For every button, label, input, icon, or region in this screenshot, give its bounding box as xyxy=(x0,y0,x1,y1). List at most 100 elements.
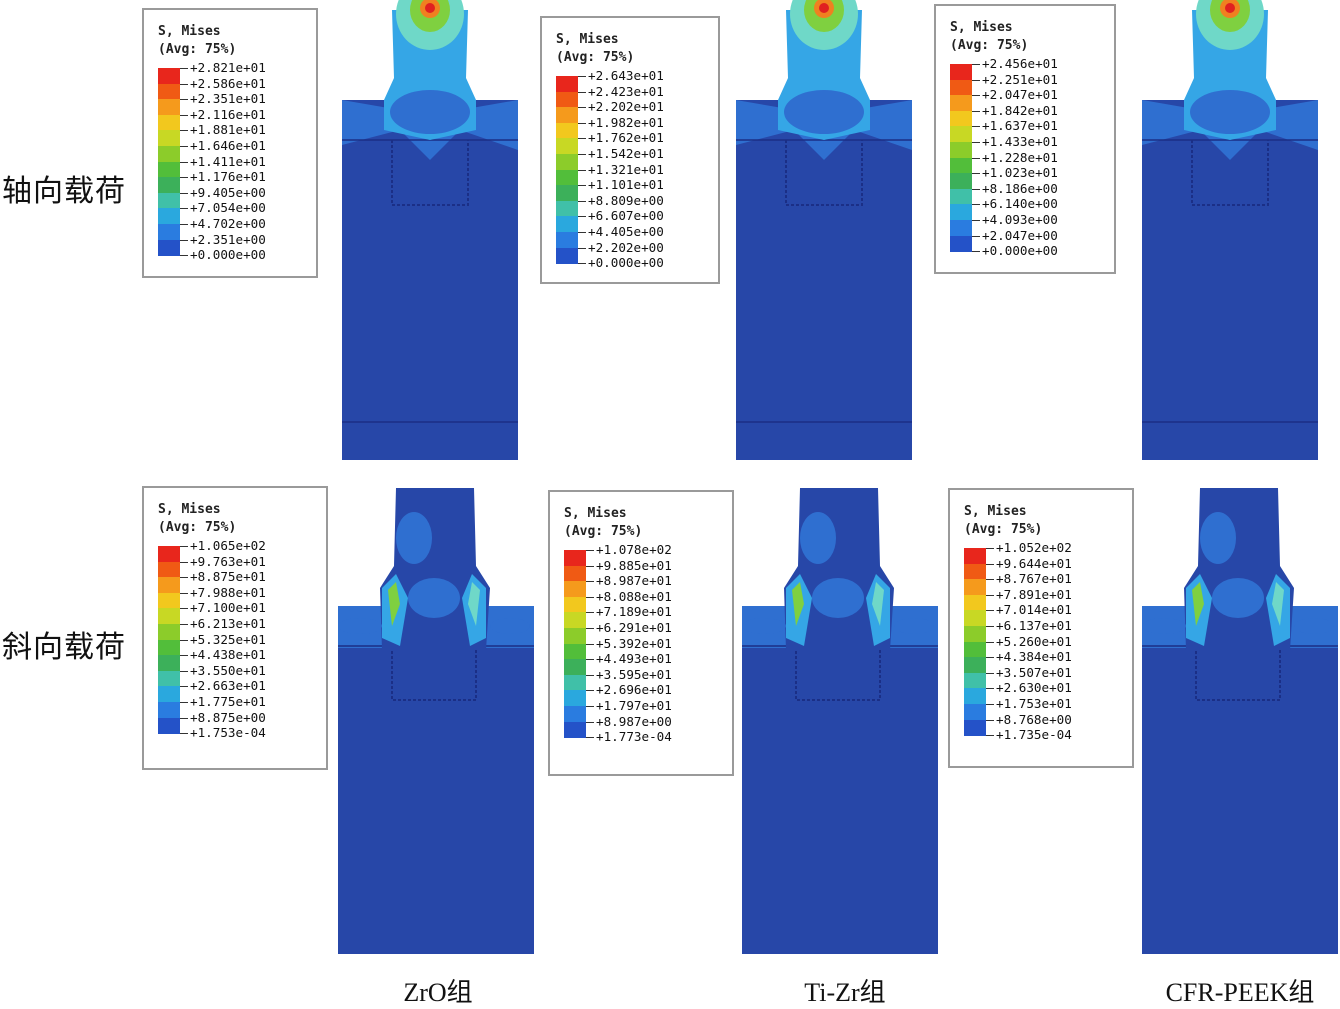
column-label-tizr: Ti-Zr组 xyxy=(804,978,886,1007)
legend-color-swatch xyxy=(564,550,586,567)
legend-tick xyxy=(586,674,594,676)
legend-value: +0.000e+00 xyxy=(588,255,664,271)
legend-value: +4.093e+00 xyxy=(982,212,1058,227)
legend-tick xyxy=(586,659,594,661)
legend-color-swatch xyxy=(556,200,578,217)
legend-value: +1.762e+01 xyxy=(588,130,664,146)
legend-tick xyxy=(578,91,586,93)
legend-tick xyxy=(180,114,188,116)
legend-tick xyxy=(578,247,586,249)
legend-tick xyxy=(986,641,994,643)
legend-tick xyxy=(180,702,188,703)
legend-value: +8.809e+00 xyxy=(588,192,664,208)
legend-value: +3.507e+01 xyxy=(996,664,1072,680)
legend-tick xyxy=(972,204,980,206)
stress-zone-neck xyxy=(396,512,432,564)
legend-value: +1.775e+01 xyxy=(190,694,266,709)
legend-value: +4.493e+01 xyxy=(596,651,672,667)
legend-color-swatch xyxy=(950,64,972,81)
legend-value: +0.000e+00 xyxy=(190,247,266,263)
legend-value: +1.101e+01 xyxy=(588,177,664,193)
legend-value: +8.767e+01 xyxy=(996,571,1072,587)
legend-value: +1.881e+01 xyxy=(190,122,266,138)
abutment-core xyxy=(408,578,460,618)
legend-color-swatch xyxy=(950,188,972,205)
legend-tick xyxy=(180,717,188,719)
legend-value: +1.411e+01 xyxy=(190,153,266,169)
legend-value: +8.987e+00 xyxy=(596,713,672,729)
legend-tick xyxy=(180,655,188,657)
legend-color-swatch xyxy=(556,169,578,186)
legend-colorbar xyxy=(158,68,180,256)
stress-model-axial-cfrpeek xyxy=(1142,0,1318,460)
implant-body xyxy=(1142,606,1338,954)
legend-color-swatch xyxy=(556,138,578,155)
legend-color-swatch xyxy=(950,235,972,252)
legend-tick xyxy=(986,610,994,612)
legend-color-swatch xyxy=(564,643,586,660)
legend-tick xyxy=(180,99,188,101)
legend-color-swatch xyxy=(964,548,986,565)
legend-tick xyxy=(180,224,188,225)
legend-color-swatch xyxy=(158,592,180,609)
stress-model-oblique-tizr xyxy=(742,488,938,954)
legend-tick xyxy=(578,169,586,171)
legend-value: +1.637e+01 xyxy=(982,118,1058,134)
legend-value: +2.456e+01 xyxy=(982,56,1058,71)
legend-tick xyxy=(586,721,594,723)
legend-tick xyxy=(972,188,980,190)
legend-color-swatch xyxy=(158,670,180,687)
legend-value: +2.586e+01 xyxy=(190,75,266,91)
legend-value: +2.351e+01 xyxy=(190,91,266,107)
legend-tick xyxy=(578,154,586,155)
legend-value: +1.646e+01 xyxy=(190,138,266,153)
legend-color-swatch xyxy=(564,612,586,629)
legend-color-swatch xyxy=(964,719,986,736)
legend-tick xyxy=(972,220,980,221)
legend-color-swatch xyxy=(158,114,180,131)
legend-tick xyxy=(578,216,586,218)
implant-body xyxy=(338,606,534,954)
stress-zone-neck xyxy=(1200,512,1236,564)
legend-value: +1.982e+01 xyxy=(588,114,664,130)
legend-tick xyxy=(972,79,980,81)
legend-tick xyxy=(180,577,188,579)
abutment-core xyxy=(1212,578,1264,618)
bone-stress-left xyxy=(1142,618,1186,634)
abutment-core xyxy=(812,578,864,618)
legend-tick xyxy=(972,235,980,237)
legend-color-swatch xyxy=(158,68,180,85)
legend-color-swatch xyxy=(564,721,586,738)
legend-value: +2.643e+01 xyxy=(588,68,664,83)
legend-tick xyxy=(578,76,586,77)
legend-color-swatch xyxy=(158,224,180,241)
legend-tick xyxy=(578,138,586,140)
legend-tick xyxy=(972,142,980,143)
legend-tick xyxy=(986,626,994,627)
legend-color-swatch xyxy=(158,717,180,734)
legend-tick xyxy=(180,177,188,179)
stress-zone-left-high xyxy=(1192,582,1204,626)
implant-body xyxy=(742,606,938,954)
legend-tick xyxy=(578,263,586,265)
thread-outline xyxy=(795,646,881,701)
legend-tick xyxy=(986,563,994,565)
legend-tick xyxy=(586,706,594,707)
thread-outline xyxy=(391,140,469,206)
legend-value: +1.023e+01 xyxy=(982,165,1058,181)
legend-color-swatch xyxy=(564,596,586,613)
legend-axial-tizr: S, Mises (Avg: 75%) +2.643e+01 +2.423e+01 +2… xyxy=(540,16,720,284)
legend-colorbar xyxy=(564,550,586,738)
legend-color-swatch xyxy=(556,232,578,249)
legend-tick xyxy=(972,110,980,112)
legend-tick xyxy=(180,161,188,163)
legend-tick xyxy=(986,672,994,674)
legend-value: +2.351e+00 xyxy=(190,231,266,247)
legend-value: +5.260e+01 xyxy=(996,633,1072,649)
legend-color-swatch xyxy=(158,655,180,672)
legend-value: +8.186e+00 xyxy=(982,180,1058,196)
bone-stress-right xyxy=(1294,618,1334,634)
legend-value: +2.630e+01 xyxy=(996,680,1072,696)
legend-tick xyxy=(986,548,994,549)
legend-color-swatch xyxy=(964,704,986,721)
